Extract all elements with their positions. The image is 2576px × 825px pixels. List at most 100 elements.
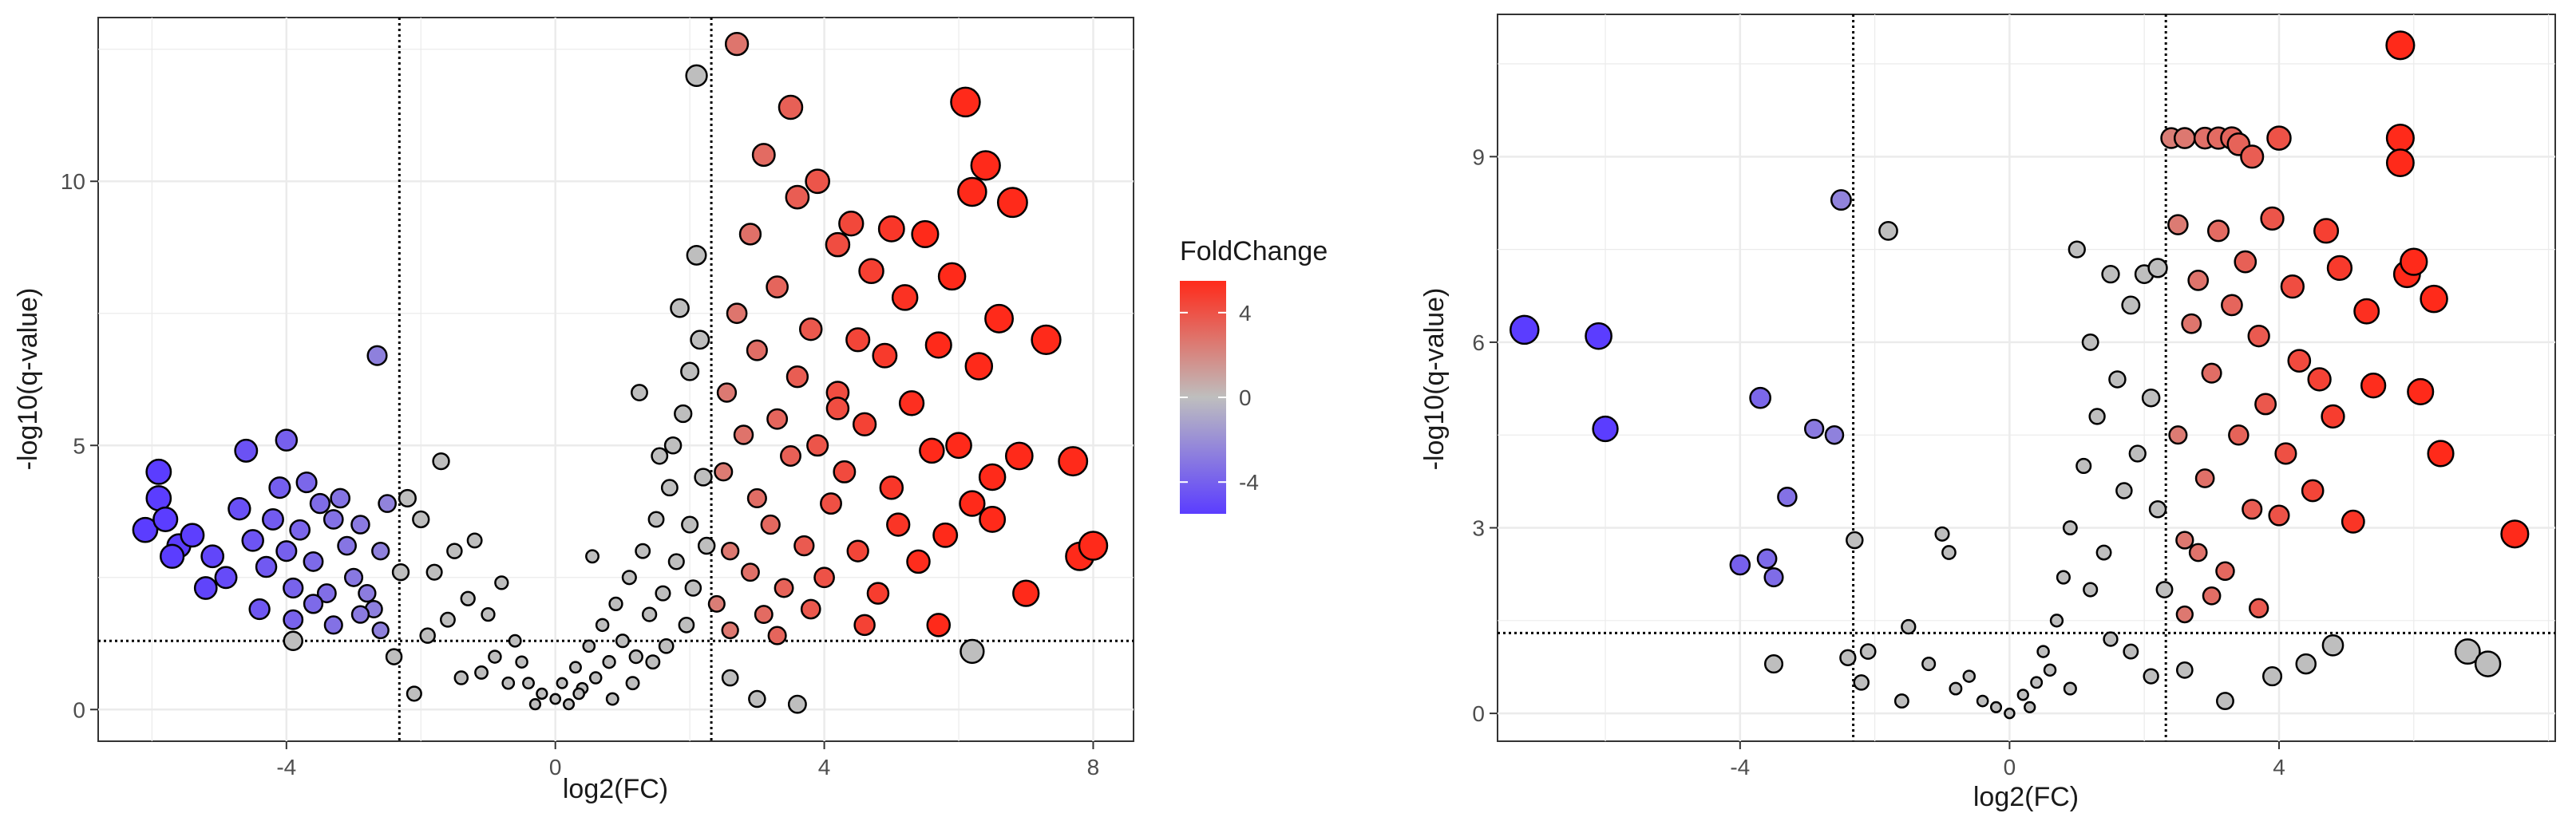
data-point-not-significant	[501, 676, 516, 690]
y-tick-label: 6	[1472, 330, 1485, 355]
data-point-not-significant	[1763, 654, 1784, 674]
data-point-not-significant	[678, 617, 695, 634]
data-point-not-significant	[515, 655, 528, 669]
data-point-significant-up	[926, 613, 952, 638]
data-point-significant-up	[785, 365, 809, 389]
data-point-significant-down	[283, 577, 304, 599]
data-point-not-significant	[608, 596, 623, 612]
data-point-not-significant	[2121, 295, 2141, 315]
data-point-significant-up	[716, 382, 738, 403]
data-point-not-significant	[466, 532, 483, 549]
data-point-significant-up	[2385, 124, 2415, 153]
data-point-significant-up	[2420, 284, 2448, 314]
data-point-significant-up	[2188, 543, 2208, 562]
data-point-significant-up	[2242, 499, 2263, 520]
data-point-not-significant	[605, 692, 619, 706]
data-point-not-significant	[536, 687, 548, 701]
legend: FoldChange 4 0 -4	[1180, 236, 1328, 514]
data-point-not-significant	[474, 665, 489, 680]
data-point-significant-down	[366, 345, 388, 366]
data-point-not-significant	[1976, 694, 1989, 708]
data-point-significant-up	[2326, 255, 2353, 282]
data-point-not-significant	[748, 689, 766, 709]
data-point-not-significant	[641, 606, 658, 622]
data-point-not-significant	[2068, 240, 2086, 259]
x-tick-label: 0	[2004, 755, 2016, 780]
data-point-significant-up	[754, 605, 774, 625]
data-point-not-significant	[2016, 689, 2029, 701]
data-point-not-significant	[2043, 663, 2057, 677]
data-point-not-significant	[1839, 649, 1857, 666]
data-point-significant-up	[746, 488, 767, 509]
data-point-significant-up	[2307, 367, 2332, 392]
data-point-significant-up	[820, 492, 842, 515]
data-point-significant-down	[145, 458, 172, 485]
data-point-not-significant	[2148, 500, 2167, 519]
data-point-significant-up	[2228, 424, 2250, 446]
data-point-significant-up	[1078, 531, 1109, 561]
data-point-not-significant	[670, 298, 690, 318]
data-point-significant-up	[838, 211, 865, 237]
volcano-plot-left: -4 0 4 8 0 5 10 log2(FC) -log10(q-value)	[13, 17, 1134, 804]
data-point-significant-up	[2247, 325, 2270, 348]
data-point-significant-down	[283, 609, 304, 630]
data-point-significant-up	[805, 168, 831, 195]
data-point-not-significant	[391, 562, 410, 582]
data-point-not-significant	[1878, 221, 1898, 241]
data-point-not-significant	[660, 479, 679, 497]
data-point-significant-up	[937, 262, 967, 291]
data-point-significant-up	[2240, 144, 2265, 169]
data-point-not-significant	[2062, 520, 2078, 535]
data-point-not-significant	[721, 669, 739, 687]
data-point-significant-up	[2313, 218, 2340, 244]
data-point-not-significant	[453, 670, 469, 685]
plot-panel-left	[97, 17, 1134, 742]
legend-title: FoldChange	[1180, 236, 1328, 266]
data-point-significant-up	[846, 539, 869, 562]
data-point-significant-up	[714, 462, 734, 482]
data-point-significant-down	[200, 544, 225, 569]
data-point-not-significant	[2030, 676, 2044, 689]
data-point-significant-up	[2407, 377, 2435, 405]
data-point-significant-up	[780, 445, 801, 467]
data-point-significant-up	[879, 475, 904, 500]
data-point-significant-down	[193, 576, 218, 600]
data-point-significant-down	[316, 583, 337, 604]
data-point-significant-down	[350, 605, 370, 624]
data-point-significant-up	[1012, 579, 1040, 607]
data-point-significant-down	[248, 598, 271, 621]
data-point-not-significant	[488, 649, 502, 664]
data-point-not-significant	[2216, 692, 2234, 711]
data-point-significant-up	[2201, 362, 2222, 384]
data-point-significant-up	[2249, 598, 2269, 618]
data-point-significant-up	[2321, 404, 2345, 429]
data-point-significant-down	[337, 535, 357, 556]
data-point-significant-up	[978, 463, 1007, 491]
data-point-significant-up	[766, 408, 789, 430]
y-axis-title-left: -log10(q-value)	[13, 288, 43, 471]
data-point-not-significant	[2454, 638, 2481, 665]
volcano-plot-right: -4 0 4 0 3 6 9 log2(FC) -log10(q-value)	[1419, 14, 2556, 812]
axis-ticks-left: -4 0 4 8 0 5 10	[61, 169, 1099, 780]
data-point-not-significant	[674, 404, 693, 424]
data-point-not-significant	[2115, 482, 2133, 499]
data-points-right	[1510, 30, 2530, 720]
data-point-significant-up	[2427, 440, 2455, 468]
data-point-not-significant	[2261, 666, 2283, 687]
data-point-not-significant	[651, 447, 669, 465]
legend-tick-label: -4	[1239, 470, 1259, 495]
data-point-significant-up	[853, 614, 876, 637]
data-point-significant-up	[996, 187, 1028, 219]
y-tick-label: 0	[73, 697, 85, 722]
data-point-significant-down	[180, 523, 205, 548]
data-point-not-significant	[2143, 668, 2159, 685]
y-tick-label: 0	[1472, 701, 1485, 726]
data-point-significant-down	[1585, 322, 1612, 350]
data-point-significant-up	[984, 303, 1015, 334]
data-point-significant-up	[2353, 298, 2380, 325]
data-point-significant-down	[241, 529, 264, 552]
data-point-significant-up	[825, 231, 851, 258]
data-point-significant-up	[906, 549, 931, 574]
data-point-not-significant	[549, 693, 562, 705]
data-point-significant-up	[2206, 219, 2230, 243]
